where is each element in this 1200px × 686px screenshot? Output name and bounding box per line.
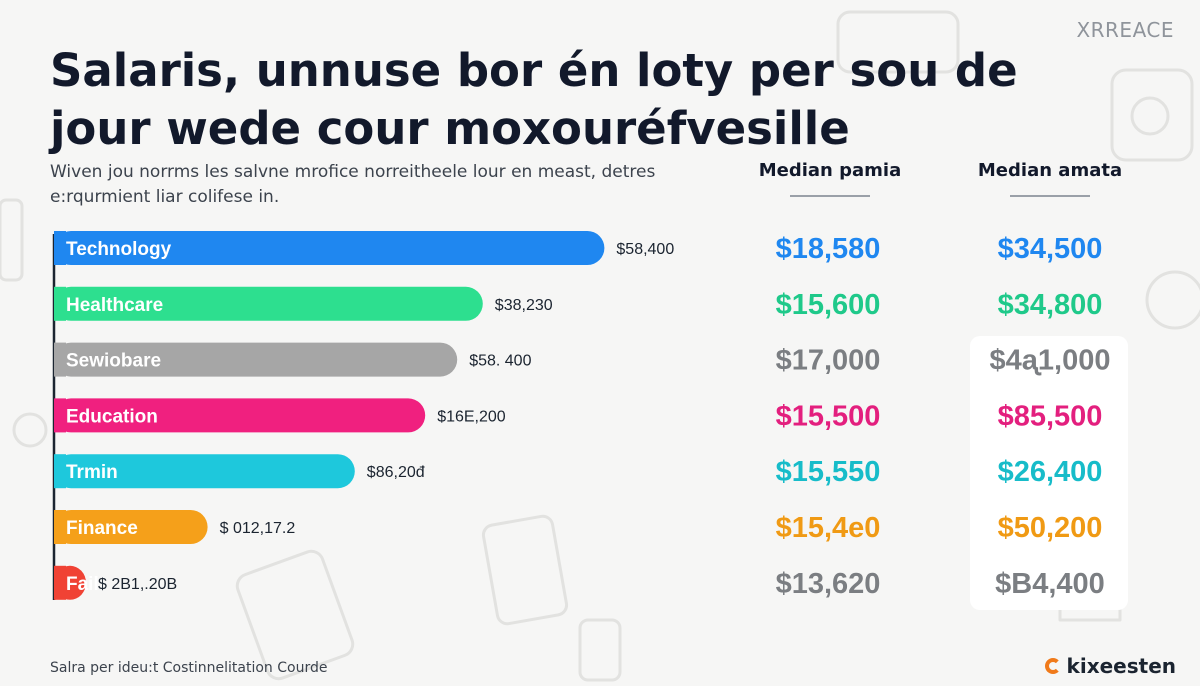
- bar-category-label: Trmin: [66, 462, 118, 483]
- page-subtitle: Wiven jou norrms les salvne mroficе norr…: [50, 162, 656, 207]
- column-header-label: Median amata: [977, 160, 1123, 181]
- page-title: Salaris, unnuse bor én loty per sou de j…: [50, 44, 1018, 155]
- bar-square-end: [54, 286, 66, 321]
- median-amata-value: $4ᶏ1,000: [990, 345, 1111, 377]
- doodle-watch-icon: [578, 618, 622, 682]
- doodle-calculator-icon: [235, 549, 355, 681]
- bar-value-label: $58,400: [616, 241, 674, 258]
- bar-row: Healthcare $38,230 $15,600 $34,800: [54, 286, 1103, 321]
- bar-category-label: Fail: [66, 574, 99, 595]
- source-footnote: Salra per ideu:t Costinnelitation Courde: [50, 660, 328, 676]
- doodle-card-icon: [836, 10, 960, 74]
- bar-value-label: $38,230: [495, 297, 553, 314]
- median-pamia-value: $15,500: [776, 400, 881, 432]
- bar-row: Trmin $86,20đ $15,550 $26,400: [54, 454, 1103, 489]
- bar-education: [54, 398, 426, 433]
- median-amata-value: $B4,400: [995, 568, 1105, 600]
- bar-technology: [54, 231, 605, 265]
- bar-value-label: $86,20đ: [367, 464, 425, 481]
- bar-row: Technology $58,400 $18,580 $34,500: [54, 231, 1102, 265]
- bar-square-end: [54, 398, 66, 433]
- bar-value-label: $ 012,17.2: [220, 520, 296, 537]
- column-header-median-pamia: Median pamia: [740, 160, 920, 197]
- doodle-notes-icon: [481, 514, 569, 626]
- bar-category-label: Technology: [66, 239, 172, 260]
- brand-name: kixeesten: [1066, 654, 1176, 678]
- column-header-median-amata: Median amata: [960, 160, 1140, 197]
- median-pamia-value: $15,4е0: [776, 512, 881, 544]
- highlight-panel: [970, 336, 1128, 610]
- bar-row: Sewiobare $58. 400 $17,000 $4ᶏ1,000: [54, 342, 1111, 377]
- bar-trmin: [54, 454, 355, 489]
- bar-square-end: [54, 342, 66, 377]
- bar-category-label: Education: [66, 406, 158, 427]
- bar-category-label: Sewiobare: [66, 351, 161, 372]
- column-header-underline: [1010, 195, 1090, 197]
- bar-square-end: [54, 231, 66, 265]
- bar-square-end: [54, 454, 66, 489]
- brand-logo-bottom: kixeesten: [1044, 654, 1176, 678]
- median-amata-value: $85,500: [998, 400, 1103, 432]
- bar-sewiobare: [54, 342, 458, 377]
- brand-ring-icon: [1044, 658, 1061, 674]
- bar-healthcare: [54, 286, 483, 321]
- doodle-coin-icon: [1130, 96, 1170, 136]
- bar-square-end: [54, 565, 66, 600]
- bar-finance: [54, 510, 208, 544]
- median-pamia-value: $15,550: [776, 456, 881, 488]
- bar-square-end: [54, 510, 66, 544]
- doodle-face-icon: [1145, 270, 1200, 330]
- median-amata-value: $50,200: [998, 512, 1103, 544]
- median-pamia-value: $13,620: [776, 568, 881, 600]
- median-amata-value: $34,500: [998, 233, 1103, 265]
- bar-category-label: Finance: [66, 518, 138, 539]
- median-amata-value: $34,800: [998, 289, 1103, 321]
- bar-value-label: $58. 400: [469, 353, 531, 370]
- column-header-label: Median pamia: [758, 160, 902, 181]
- bar-value-label: $16E,200: [437, 408, 506, 425]
- median-pamia-value: $17,000: [776, 345, 881, 377]
- median-amata-value: $26,400: [998, 456, 1103, 488]
- column-header-underline: [790, 195, 870, 197]
- median-pamia-value: $15,600: [776, 289, 881, 321]
- median-pamia-value: $18,580: [776, 233, 881, 265]
- bar-row: Fail $ 2В1,.20B $13,620 $B4,400: [54, 565, 1105, 600]
- bar-value-label: $ 2В1,.20B: [98, 576, 177, 593]
- bar-row: Finance $ 012,17.2 $15,4е0 $50,200: [54, 510, 1102, 544]
- doodle-gear-icon: [12, 412, 48, 448]
- bar-row: Education $16E,200 $15,500 $85,500: [54, 398, 1103, 433]
- bar-category-label: Healthcare: [66, 295, 163, 316]
- brand-logo-top: XRREACE: [1076, 18, 1174, 42]
- doodle-wallet-icon: [1110, 68, 1194, 162]
- doodle-phone-icon: [0, 198, 24, 282]
